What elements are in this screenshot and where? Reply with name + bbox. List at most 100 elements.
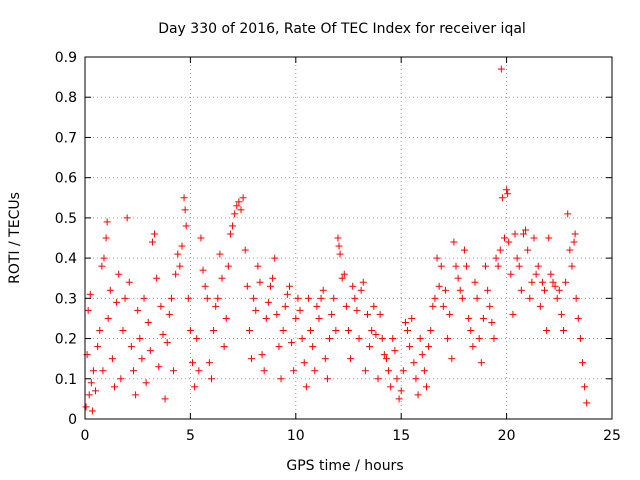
data-point bbox=[479, 314, 487, 322]
x-tick-label: 0 bbox=[81, 428, 90, 444]
data-point bbox=[395, 395, 403, 403]
data-point bbox=[422, 383, 430, 391]
data-point bbox=[572, 294, 580, 302]
data-point bbox=[294, 294, 302, 302]
data-point bbox=[302, 383, 310, 391]
data-point bbox=[404, 327, 412, 335]
data-point bbox=[583, 399, 591, 407]
data-point bbox=[237, 206, 245, 214]
x-tick-label: 15 bbox=[392, 428, 410, 444]
data-point bbox=[509, 310, 517, 318]
data-point bbox=[317, 294, 325, 302]
data-point bbox=[433, 254, 441, 262]
data-point bbox=[191, 383, 199, 391]
data-point bbox=[486, 302, 494, 310]
data-point bbox=[488, 318, 496, 326]
axis-ticks: 0 0.1 0.2 0.3 0.4 0.5 0.6 0.7 0.8 0.9 0 5 10 15 20 25 bbox=[55, 50, 621, 444]
data-point bbox=[288, 339, 296, 347]
data-point bbox=[201, 282, 209, 290]
data-point bbox=[347, 355, 355, 363]
data-point bbox=[205, 359, 213, 367]
data-point bbox=[207, 375, 215, 383]
data-point bbox=[148, 238, 156, 246]
data-point bbox=[250, 294, 258, 302]
data-point bbox=[229, 222, 237, 230]
data-point bbox=[99, 367, 107, 375]
data-point bbox=[144, 318, 152, 326]
data-point bbox=[267, 282, 275, 290]
data-point bbox=[260, 367, 268, 375]
data-point bbox=[82, 403, 90, 411]
data-point bbox=[515, 262, 523, 270]
data-point bbox=[335, 242, 343, 250]
data-point bbox=[503, 186, 511, 194]
data-point bbox=[342, 302, 350, 310]
data-point bbox=[560, 327, 568, 335]
data-point bbox=[524, 246, 532, 254]
data-point bbox=[328, 310, 336, 318]
data-point bbox=[504, 190, 512, 198]
data-point bbox=[102, 234, 110, 242]
data-point bbox=[414, 391, 422, 399]
data-point bbox=[471, 278, 479, 286]
data-point bbox=[195, 367, 203, 375]
data-point bbox=[233, 202, 241, 210]
data-point bbox=[576, 335, 584, 343]
data-point bbox=[283, 290, 291, 298]
data-point bbox=[119, 327, 127, 335]
data-point bbox=[450, 238, 458, 246]
data-point bbox=[370, 302, 378, 310]
data-point bbox=[224, 262, 232, 270]
data-point bbox=[216, 250, 224, 258]
data-point bbox=[391, 347, 399, 355]
data-point bbox=[511, 230, 519, 238]
data-point bbox=[89, 367, 97, 375]
data-point bbox=[181, 206, 189, 214]
data-point bbox=[113, 298, 121, 306]
data-point bbox=[551, 282, 559, 290]
data-point bbox=[410, 359, 418, 367]
data-point bbox=[245, 327, 253, 335]
data-point bbox=[568, 262, 576, 270]
data-point bbox=[138, 355, 146, 363]
data-point bbox=[517, 286, 525, 294]
x-tick-label: 5 bbox=[186, 428, 195, 444]
data-point bbox=[581, 383, 589, 391]
y-tick-label: 0 bbox=[68, 412, 77, 428]
data-point bbox=[218, 274, 226, 282]
data-point bbox=[446, 310, 454, 318]
plot-frame bbox=[84, 56, 613, 420]
data-point bbox=[574, 314, 582, 322]
data-point bbox=[88, 407, 96, 415]
data-point bbox=[549, 278, 557, 286]
data-point bbox=[115, 270, 123, 278]
data-point bbox=[292, 314, 300, 322]
data-point bbox=[262, 314, 270, 322]
data-point bbox=[351, 294, 359, 302]
data-point bbox=[311, 367, 319, 375]
data-point bbox=[132, 391, 140, 399]
data-point bbox=[142, 379, 150, 387]
data-point bbox=[248, 355, 256, 363]
data-point bbox=[473, 294, 481, 302]
data-point bbox=[393, 375, 401, 383]
data-point bbox=[197, 234, 205, 242]
data-point bbox=[180, 194, 188, 202]
data-point bbox=[361, 367, 369, 375]
data-point bbox=[538, 278, 546, 286]
data-point bbox=[212, 302, 220, 310]
data-point bbox=[279, 327, 287, 335]
data-point bbox=[103, 218, 111, 226]
data-point bbox=[389, 335, 397, 343]
data-point bbox=[477, 359, 485, 367]
data-point bbox=[127, 343, 135, 351]
data-point bbox=[522, 226, 530, 234]
data-point bbox=[271, 254, 279, 262]
data-point bbox=[321, 355, 329, 363]
data-point bbox=[275, 343, 283, 351]
data-point bbox=[125, 278, 133, 286]
data-point bbox=[490, 335, 498, 343]
data-point bbox=[189, 359, 197, 367]
data-point bbox=[357, 286, 365, 294]
